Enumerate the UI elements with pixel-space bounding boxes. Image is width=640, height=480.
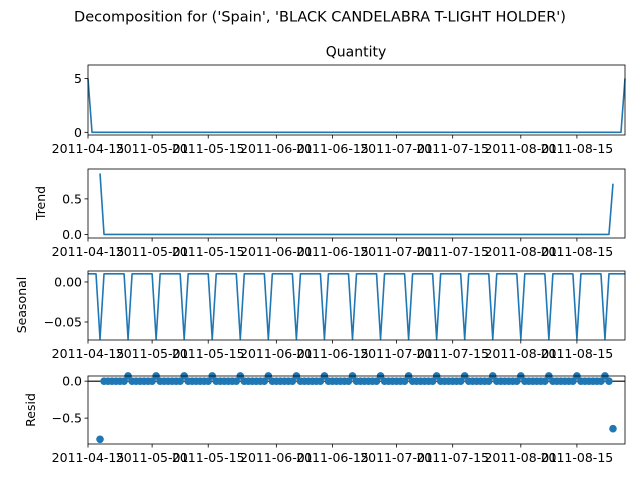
x-tick-label-quantity-7: 2011-08-01 <box>484 141 557 156</box>
x-tick-label-resid-5: 2011-07-01 <box>360 450 433 465</box>
resid-point <box>456 377 465 385</box>
ylabel-seasonal: Seasonal <box>14 277 29 334</box>
x-tick-label-quantity-5: 2011-07-01 <box>360 141 433 156</box>
trend-frame <box>87 168 626 239</box>
x-tick-label-seasonal-3: 2011-06-01 <box>240 346 313 361</box>
resid-outlier-point-0 <box>96 435 104 444</box>
resid-point <box>120 377 128 385</box>
x-tick-label-trend-0: 2011-04-15 <box>52 244 125 259</box>
trend-axes: 2011-04-152011-05-012011-05-152011-06-01… <box>52 191 614 259</box>
resid-point <box>288 377 297 385</box>
panel-resid: Resid 2011-04-152011-05-012011-05-152011… <box>23 372 626 465</box>
seasonal-marks <box>88 272 625 340</box>
trend-marks <box>99 173 614 236</box>
panel-seasonal: Seasonal 2011-04-152011-05-012011-05-152… <box>14 270 626 361</box>
x-tick-label-resid-2: 2011-05-15 <box>172 450 245 465</box>
resid-point <box>176 377 184 385</box>
x-tick-label-quantity-1: 2011-05-01 <box>116 141 189 156</box>
x-tick-label-seasonal-0: 2011-04-15 <box>52 346 125 361</box>
quantity-axes: 2011-04-152011-05-012011-05-152011-06-01… <box>52 71 614 156</box>
resid-point <box>569 377 577 385</box>
x-tick-label-resid-6: 2011-07-15 <box>416 450 489 465</box>
x-tick-label-quantity-8: 2011-08-15 <box>541 141 614 156</box>
x-tick-label-quantity-4: 2011-06-15 <box>296 141 369 156</box>
x-tick-label-quantity-2: 2011-05-15 <box>172 141 245 156</box>
x-tick-label-resid-1: 2011-05-01 <box>116 450 189 465</box>
y-tick-label-seasonal-1: −0.05 <box>44 314 82 329</box>
y-tick-label-seasonal-0: 0.00 <box>54 274 82 289</box>
quantity-series-line <box>87 78 626 134</box>
seasonal-frame <box>87 270 626 341</box>
resid-point <box>148 377 156 385</box>
resid-axes: 2011-04-152011-05-012011-05-152011-06-01… <box>52 374 614 465</box>
x-tick-label-seasonal-4: 2011-06-15 <box>296 346 369 361</box>
resid-point <box>541 377 549 385</box>
x-tick-label-trend-4: 2011-06-15 <box>296 244 369 259</box>
resid-point <box>344 377 353 385</box>
x-tick-label-trend-6: 2011-07-15 <box>416 244 489 259</box>
y-tick-label-quantity-1: 5 <box>74 71 82 86</box>
x-tick-label-resid-3: 2011-06-01 <box>240 450 313 465</box>
resid-point <box>597 377 605 385</box>
x-tick-label-seasonal-5: 2011-07-01 <box>360 346 433 361</box>
y-tick-label-resid-0: 0.0 <box>62 374 82 389</box>
resid-point <box>232 377 241 385</box>
resid-point <box>260 377 269 385</box>
x-tick-label-seasonal-6: 2011-07-15 <box>416 346 489 361</box>
panel-title-quantity: Quantity <box>326 45 387 61</box>
x-tick-label-resid-8: 2011-08-15 <box>541 450 614 465</box>
resid-marks <box>88 372 625 444</box>
ylabel-resid: Resid <box>23 393 38 427</box>
resid-point <box>316 377 325 385</box>
x-tick-label-resid-4: 2011-06-15 <box>296 450 369 465</box>
x-tick-label-trend-8: 2011-08-15 <box>541 244 614 259</box>
x-tick-label-trend-7: 2011-08-01 <box>484 244 557 259</box>
resid-point <box>605 377 613 385</box>
seasonal-series-line <box>88 272 625 340</box>
figure-title: Decomposition for ('Spain', 'BLACK CANDE… <box>74 10 566 26</box>
x-tick-label-resid-7: 2011-08-01 <box>484 450 557 465</box>
x-tick-label-seasonal-2: 2011-05-15 <box>172 346 245 361</box>
resid-point <box>372 377 381 385</box>
resid-point <box>428 377 437 385</box>
x-tick-label-seasonal-7: 2011-08-01 <box>484 346 557 361</box>
y-tick-label-resid-1: −0.5 <box>52 411 82 426</box>
x-tick-label-trend-2: 2011-05-15 <box>172 244 245 259</box>
resid-point <box>513 377 521 385</box>
y-tick-label-quantity-0: 0 <box>74 125 82 140</box>
x-tick-label-trend-3: 2011-06-01 <box>240 244 313 259</box>
resid-point <box>484 377 493 385</box>
resid-point <box>204 377 213 385</box>
x-tick-label-trend-5: 2011-07-01 <box>360 244 433 259</box>
panel-trend: Trend 2011-04-152011-05-012011-05-152011… <box>33 168 626 259</box>
resid-frame <box>87 375 626 445</box>
x-tick-label-quantity-6: 2011-07-15 <box>416 141 489 156</box>
panel-quantity: Quantity 2011-04-152011-05-012011-05-152… <box>52 45 626 156</box>
x-tick-label-quantity-3: 2011-06-01 <box>240 141 313 156</box>
quantity-frame <box>87 64 626 136</box>
x-tick-label-seasonal-8: 2011-08-15 <box>541 346 614 361</box>
ylabel-trend: Trend <box>33 186 48 221</box>
x-tick-label-quantity-0: 2011-04-15 <box>52 141 125 156</box>
quantity-marks <box>87 78 626 134</box>
x-tick-label-resid-0: 2011-04-15 <box>52 450 125 465</box>
x-tick-label-seasonal-1: 2011-05-01 <box>116 346 189 361</box>
y-tick-label-trend-0: 0.0 <box>62 227 82 242</box>
trend-series-line <box>99 173 614 236</box>
y-tick-label-trend-1: 0.5 <box>62 191 82 206</box>
resid-point <box>400 377 409 385</box>
resid-outlier-point-1 <box>609 424 617 433</box>
seasonal-axes: 2011-04-152011-05-012011-05-152011-06-01… <box>44 274 614 361</box>
x-tick-label-trend-1: 2011-05-01 <box>116 244 189 259</box>
